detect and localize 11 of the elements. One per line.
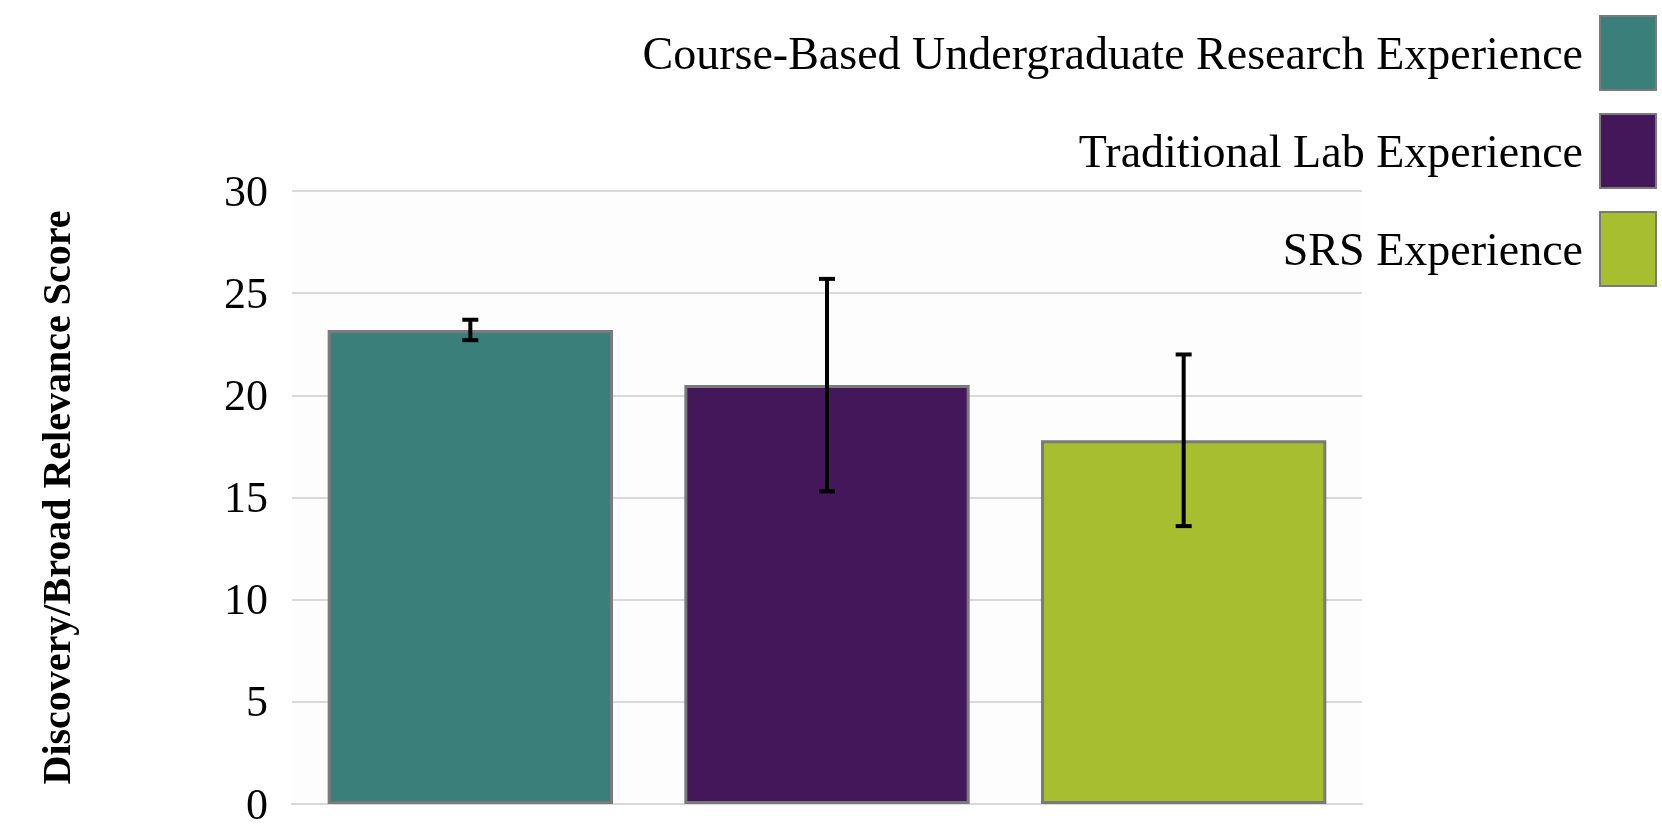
y-tick-label: 0 <box>246 779 268 826</box>
legend-label: Traditional Lab Experience <box>1078 125 1583 177</box>
y-tick-label: 5 <box>246 677 268 727</box>
y-tick-label: 10 <box>224 575 268 625</box>
y-tick-label: 30 <box>224 166 268 216</box>
legend-label: Course-Based Undergraduate Research Experience <box>642 27 1583 79</box>
y-axis-title: Discovery/Broad Relevance Score <box>33 210 79 785</box>
legend-label: SRS Experience <box>1282 223 1583 275</box>
y-tick-label: 15 <box>224 473 268 522</box>
y-tick-label: 25 <box>224 268 268 318</box>
y-tick-label: 20 <box>224 370 268 420</box>
